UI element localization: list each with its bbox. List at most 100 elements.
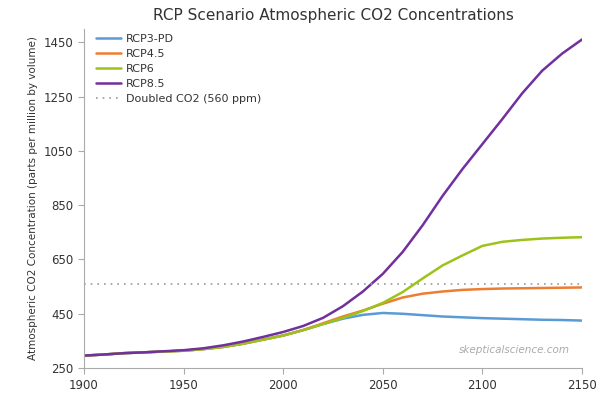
RCP4.5 [359, 308, 367, 313]
RCP4.5 [200, 347, 207, 352]
Line: RCP4.5: RCP4.5 [84, 288, 582, 355]
RCP4.5 [578, 285, 586, 290]
RCP8.5 [359, 289, 367, 294]
RCP6 [340, 315, 347, 320]
RCP6 [459, 253, 466, 258]
RCP6 [479, 243, 486, 248]
RCP6 [499, 239, 506, 244]
RCP4.5 [180, 348, 187, 353]
RCP8.5 [120, 351, 127, 355]
RCP4.5 [260, 337, 267, 342]
RCP3-PD [220, 344, 227, 349]
RCP4.5 [140, 350, 148, 355]
RCP4.5 [280, 333, 287, 338]
RCP3-PD [120, 351, 127, 355]
RCP6 [578, 235, 586, 240]
RCP3-PD [459, 315, 466, 320]
RCP8.5 [80, 353, 88, 358]
RCP8.5 [160, 349, 167, 354]
RCP8.5 [439, 193, 446, 198]
RCP8.5 [220, 343, 227, 348]
RCP3-PD [559, 317, 566, 322]
RCP3-PD [340, 316, 347, 321]
Y-axis label: Atmospheric CO2 Concentration (parts per million by volume): Atmospheric CO2 Concentration (parts per… [28, 36, 38, 360]
RCP4.5 [479, 287, 486, 292]
RCP8.5 [100, 352, 107, 357]
RCP8.5 [399, 249, 406, 254]
RCP3-PD [100, 352, 107, 357]
RCP8.5 [240, 339, 247, 344]
RCP6 [200, 347, 207, 352]
RCP6 [140, 350, 148, 355]
RCP3-PD [499, 316, 506, 321]
RCP6 [160, 349, 167, 354]
RCP4.5 [319, 321, 326, 326]
RCP8.5 [479, 142, 486, 146]
Title: RCP Scenario Atmospheric CO2 Concentrations: RCP Scenario Atmospheric CO2 Concentrati… [152, 8, 514, 23]
RCP6 [518, 238, 526, 243]
RCP3-PD [240, 341, 247, 346]
RCP8.5 [180, 348, 187, 353]
RCP8.5 [319, 315, 326, 320]
RCP3-PD [518, 317, 526, 321]
RCP8.5 [539, 68, 546, 73]
RCP3-PD [80, 353, 88, 358]
RCP4.5 [499, 286, 506, 291]
RCP4.5 [559, 285, 566, 290]
RCP4.5 [240, 341, 247, 346]
RCP6 [399, 290, 406, 294]
RCP3-PD [399, 311, 406, 316]
RCP3-PD [180, 348, 187, 353]
RCP8.5 [499, 117, 506, 121]
RCP4.5 [160, 349, 167, 354]
RCP6 [280, 333, 287, 338]
RCP4.5 [120, 351, 127, 355]
RCP6 [180, 348, 187, 353]
RCP4.5 [518, 286, 526, 291]
RCP4.5 [419, 291, 426, 296]
RCP6 [299, 328, 307, 333]
RCP6 [240, 341, 247, 346]
RCP6 [120, 351, 127, 355]
RCP4.5 [299, 328, 307, 333]
RCP3-PD [359, 312, 367, 317]
RCP4.5 [399, 295, 406, 300]
RCP8.5 [340, 304, 347, 309]
RCP4.5 [80, 353, 88, 358]
RCP6 [100, 352, 107, 357]
RCP6 [379, 301, 386, 306]
RCP3-PD [319, 321, 326, 326]
RCP8.5 [200, 346, 207, 351]
RCP8.5 [280, 330, 287, 335]
RCP8.5 [140, 350, 148, 355]
Line: RCP8.5: RCP8.5 [84, 40, 582, 355]
RCP3-PD [419, 313, 426, 318]
RCP3-PD [539, 317, 546, 322]
Line: RCP6: RCP6 [84, 237, 582, 355]
RCP4.5 [539, 285, 546, 290]
RCP3-PD [200, 347, 207, 352]
RCP3-PD [479, 316, 486, 321]
RCP8.5 [559, 51, 566, 56]
RCP6 [359, 309, 367, 314]
RCP3-PD [439, 314, 446, 319]
RCP3-PD [140, 350, 148, 355]
RCP8.5 [379, 272, 386, 276]
RCP8.5 [459, 166, 466, 171]
RCP6 [80, 353, 88, 358]
RCP8.5 [260, 335, 267, 339]
RCP6 [539, 236, 546, 241]
RCP8.5 [578, 37, 586, 42]
RCP4.5 [220, 344, 227, 349]
RCP8.5 [419, 223, 426, 228]
RCP6 [260, 337, 267, 342]
RCP4.5 [379, 301, 386, 306]
RCP6 [319, 321, 326, 326]
RCP3-PD [299, 328, 307, 333]
RCP6 [419, 276, 426, 281]
RCP6 [439, 263, 446, 268]
RCP6 [559, 235, 566, 240]
Legend: RCP3-PD, RCP4.5, RCP6, RCP8.5, Doubled CO2 (560 ppm): RCP3-PD, RCP4.5, RCP6, RCP8.5, Doubled C… [94, 32, 263, 106]
RCP8.5 [518, 91, 526, 96]
RCP3-PD [160, 349, 167, 354]
